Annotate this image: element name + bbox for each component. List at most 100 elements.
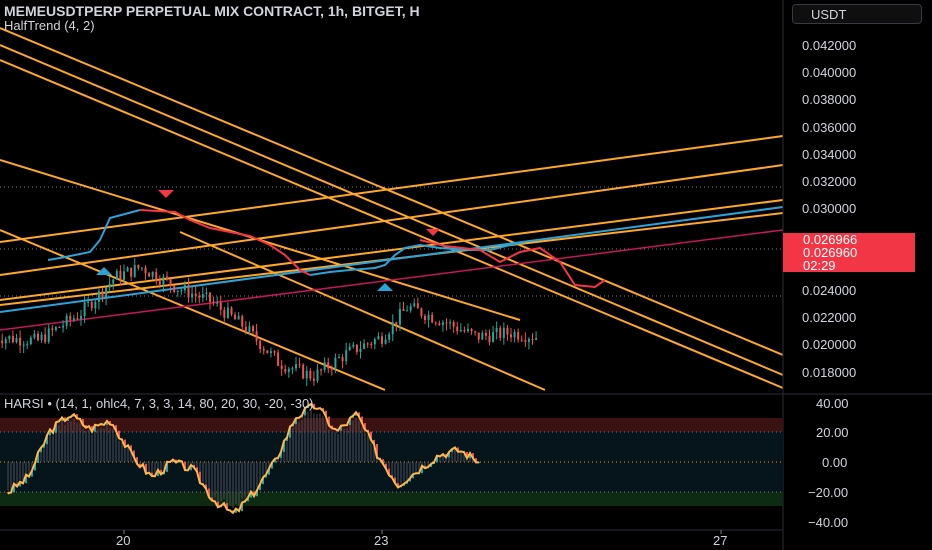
candle-body bbox=[524, 340, 527, 342]
trendline-up-1[interactable] bbox=[0, 135, 784, 243]
candle-body bbox=[535, 338, 538, 340]
candle-body bbox=[434, 322, 437, 324]
harsi-candle bbox=[373, 439, 375, 444]
harsi-candle bbox=[268, 468, 270, 475]
candle-body bbox=[69, 315, 72, 320]
candle-body bbox=[83, 302, 86, 317]
harsi-candle bbox=[304, 408, 306, 416]
candle-body bbox=[262, 349, 265, 351]
candle-body bbox=[463, 330, 466, 332]
harsi-candle bbox=[211, 497, 213, 501]
candle-body bbox=[366, 343, 369, 345]
candle-body bbox=[373, 339, 376, 345]
candle-body bbox=[467, 328, 469, 332]
harsi-axis-0: 0.00 bbox=[822, 455, 847, 470]
candle-body bbox=[33, 333, 36, 338]
candle-body bbox=[180, 290, 183, 292]
harsi-candle bbox=[250, 491, 252, 498]
candle-body bbox=[510, 334, 512, 338]
harsi-candle bbox=[475, 458, 477, 463]
candle-body bbox=[381, 336, 383, 344]
halftrend-sell-arrow bbox=[158, 190, 174, 198]
harsi-candle bbox=[37, 452, 39, 463]
candle-body bbox=[8, 335, 11, 340]
harsi-candle bbox=[457, 447, 459, 452]
candle-body bbox=[133, 264, 136, 277]
harsi-candle bbox=[331, 425, 333, 429]
trendline-down-1[interactable] bbox=[0, 27, 784, 356]
candle-body bbox=[323, 362, 326, 370]
candle-body bbox=[517, 332, 520, 340]
halftrend-up-segment-2 bbox=[309, 241, 526, 276]
candle-body bbox=[431, 314, 434, 323]
trendlines[interactable] bbox=[0, 27, 784, 391]
candle-body bbox=[259, 340, 262, 350]
candle-body bbox=[492, 332, 495, 343]
candle-body bbox=[320, 369, 323, 371]
candle-body bbox=[470, 328, 473, 332]
candle-body bbox=[456, 326, 459, 332]
trendline-down-6[interactable] bbox=[179, 231, 546, 391]
halftrend-legend[interactable]: HalfTrend (4, 2) bbox=[4, 18, 95, 33]
candle-body bbox=[252, 326, 254, 332]
harsi-overbought-zone bbox=[0, 418, 783, 432]
candle-body bbox=[130, 267, 133, 277]
harsi-candle bbox=[388, 468, 390, 476]
time-label-23: 23 bbox=[374, 533, 388, 548]
channel-line-magenta[interactable] bbox=[0, 229, 784, 331]
harsi-candle bbox=[361, 416, 363, 424]
candle-body bbox=[44, 334, 47, 342]
harsi-candle bbox=[139, 463, 141, 468]
candle-body bbox=[391, 321, 394, 335]
candle-body bbox=[445, 322, 448, 324]
candle-body bbox=[11, 335, 14, 343]
candle-body bbox=[255, 331, 258, 341]
candle-body bbox=[187, 285, 190, 298]
harsi-candle bbox=[313, 403, 315, 409]
candle-body bbox=[488, 335, 491, 343]
bar-countdown-tag: 02:29 bbox=[783, 259, 915, 272]
candle-body bbox=[506, 327, 509, 335]
harsi-candle bbox=[421, 465, 423, 474]
time-label-20: 20 bbox=[116, 533, 130, 548]
harsi-axis-20: 20.00 bbox=[816, 425, 849, 440]
harsi-candle bbox=[394, 477, 396, 484]
trendline-up-2[interactable] bbox=[0, 164, 784, 276]
candle-body bbox=[287, 368, 290, 372]
harsi-candle bbox=[370, 431, 372, 440]
harsi-candle bbox=[448, 451, 450, 458]
harsi-candle bbox=[466, 452, 468, 459]
price-label-0-038: 0.038000 bbox=[802, 92, 856, 107]
harsi-candle bbox=[340, 425, 342, 431]
harsi-candle bbox=[364, 423, 366, 430]
candle-body bbox=[140, 267, 143, 269]
harsi-pane[interactable] bbox=[0, 393, 932, 515]
candle-body bbox=[370, 343, 373, 345]
candle-body bbox=[452, 322, 455, 327]
main-price-pane[interactable] bbox=[0, 0, 784, 550]
currency-selector-button[interactable]: USDT bbox=[792, 4, 922, 24]
harsi-candle bbox=[160, 469, 162, 475]
bid-price-tag: 0.026960 bbox=[783, 246, 915, 259]
harsi-candle bbox=[157, 469, 159, 477]
candle-body bbox=[209, 292, 211, 302]
last-price-tag: 0.026966 bbox=[783, 233, 915, 246]
candle-body bbox=[65, 315, 68, 326]
trendline-down-3[interactable] bbox=[0, 59, 784, 389]
harsi-rsi-line bbox=[7, 402, 480, 515]
candle-body bbox=[237, 316, 240, 320]
candle-body bbox=[502, 327, 505, 338]
candle-body bbox=[395, 321, 398, 325]
candle-body bbox=[19, 337, 22, 346]
candle-body bbox=[277, 352, 280, 366]
trendline-up-3[interactable] bbox=[0, 199, 784, 301]
candle-body bbox=[15, 337, 18, 343]
harsi-legend[interactable]: HARSI • (14, 1, ohlc4, 7, 3, 3, 14, 80, … bbox=[4, 396, 314, 411]
harsi-candle bbox=[283, 440, 285, 452]
trendline-down-2[interactable] bbox=[0, 44, 784, 376]
candle-body bbox=[334, 357, 337, 369]
candle-body bbox=[115, 270, 118, 280]
candle-body bbox=[309, 370, 312, 379]
candle-body bbox=[348, 346, 351, 351]
halftrend-up-segment-1 bbox=[47, 209, 141, 261]
